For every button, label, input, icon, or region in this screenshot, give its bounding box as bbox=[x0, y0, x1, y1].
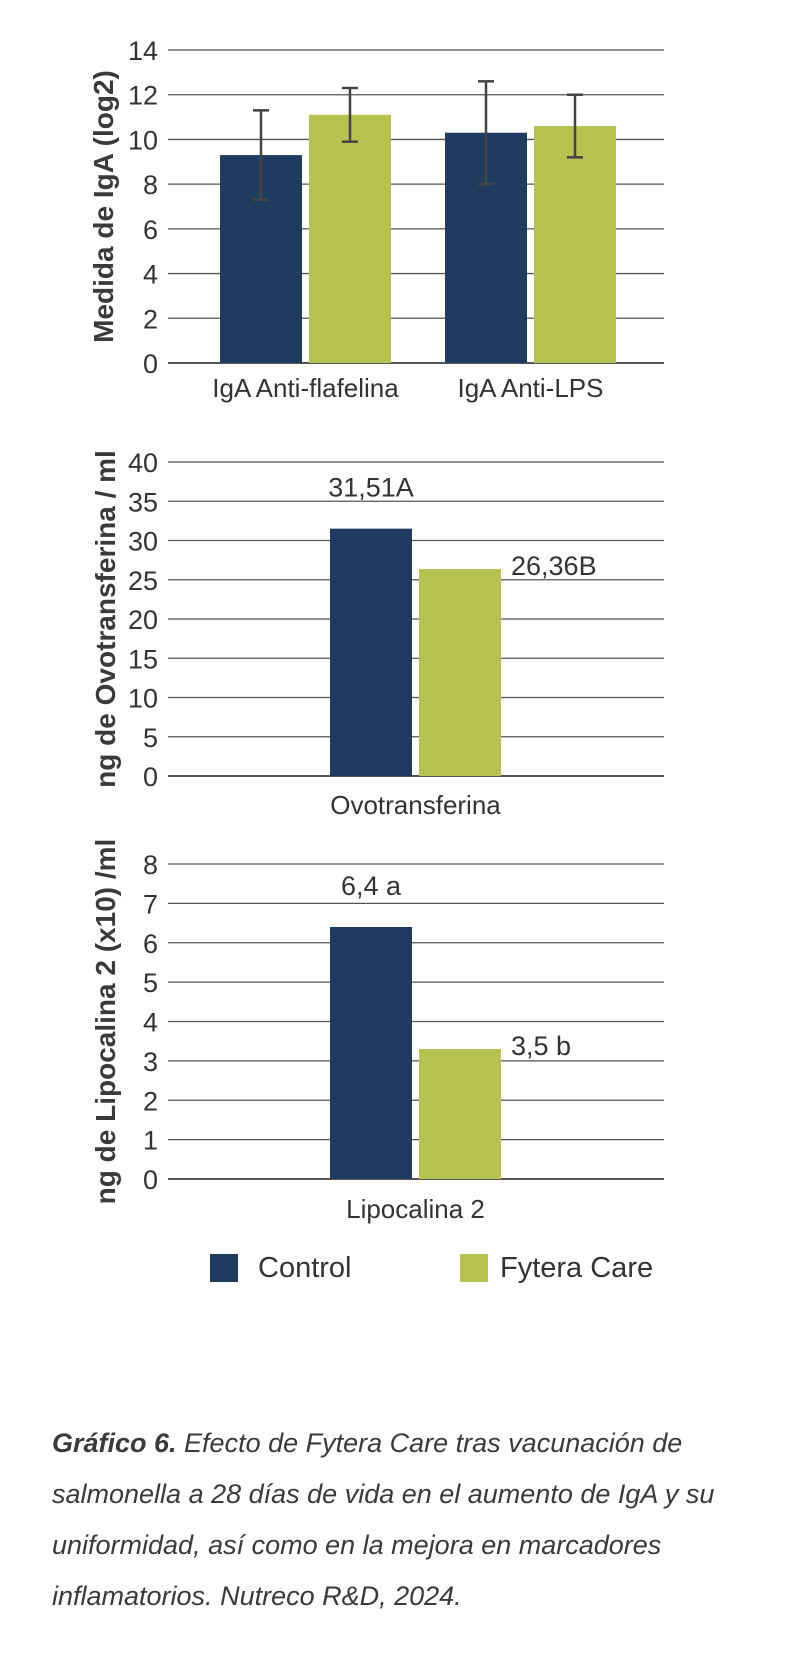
bar-fytera bbox=[419, 569, 501, 776]
y-tick-label: 15 bbox=[128, 644, 158, 674]
caption-label: Gráfico 6. bbox=[52, 1428, 177, 1458]
category-label: IgA Anti-flafelina bbox=[212, 373, 399, 403]
y-tick-label: 14 bbox=[128, 36, 158, 66]
y-tick-label: 8 bbox=[143, 170, 158, 200]
bar-fytera bbox=[534, 126, 616, 363]
caption-text: Efecto de Fytera Care tras vacunación de… bbox=[52, 1428, 715, 1611]
y-tick-label: 8 bbox=[143, 850, 158, 880]
bar-fytera bbox=[419, 1049, 501, 1179]
category-label: Ovotransferina bbox=[330, 790, 501, 820]
y-tick-label: 40 bbox=[128, 448, 158, 478]
bar-control bbox=[330, 927, 412, 1179]
y-tick-label: 1 bbox=[143, 1126, 158, 1156]
y-tick-label: 5 bbox=[143, 723, 158, 753]
y-axis-title: ng de Ovotransferina / ml bbox=[90, 450, 121, 788]
y-tick-label: 25 bbox=[128, 566, 158, 596]
data-label: 31,51A bbox=[328, 473, 414, 503]
y-tick-label: 0 bbox=[143, 349, 158, 379]
category-label: Lipocalina 2 bbox=[346, 1194, 485, 1224]
y-tick-label: 2 bbox=[143, 304, 158, 334]
y-tick-label: 20 bbox=[128, 605, 158, 635]
figure-caption: Gráfico 6. Efecto de Fytera Care tras va… bbox=[52, 1418, 772, 1622]
bar-fytera bbox=[309, 114, 391, 363]
data-label: 26,36B bbox=[511, 551, 597, 581]
legend-swatch-control bbox=[210, 1254, 238, 1282]
y-tick-label: 7 bbox=[143, 889, 158, 919]
y-tick-label: 10 bbox=[128, 125, 158, 155]
legend-swatch-fytera bbox=[460, 1254, 488, 1282]
data-label: 3,5 b bbox=[511, 1031, 571, 1061]
y-tick-label: 4 bbox=[143, 1008, 158, 1038]
y-tick-label: 30 bbox=[128, 527, 158, 557]
y-tick-label: 35 bbox=[128, 487, 158, 517]
y-tick-label: 6 bbox=[143, 215, 158, 245]
y-tick-label: 5 bbox=[143, 968, 158, 998]
y-tick-label: 0 bbox=[143, 762, 158, 792]
y-tick-label: 4 bbox=[143, 260, 158, 290]
legend-label-fytera: Fytera Care bbox=[500, 1252, 653, 1284]
y-axis-title: ng de Lipocalina 2 (x10) /ml bbox=[90, 839, 121, 1205]
legend-label-control: Control bbox=[258, 1252, 352, 1284]
y-tick-label: 2 bbox=[143, 1086, 158, 1116]
y-tick-label: 10 bbox=[128, 684, 158, 714]
category-label: IgA Anti-LPS bbox=[458, 373, 604, 403]
y-tick-label: 6 bbox=[143, 929, 158, 959]
y-tick-label: 3 bbox=[143, 1047, 158, 1077]
y-tick-label: 0 bbox=[143, 1165, 158, 1195]
y-axis-title: Medida de IgA (log2) bbox=[88, 70, 119, 343]
data-label: 6,4 a bbox=[341, 871, 402, 901]
y-tick-label: 12 bbox=[128, 81, 158, 111]
bar-control bbox=[330, 528, 412, 776]
